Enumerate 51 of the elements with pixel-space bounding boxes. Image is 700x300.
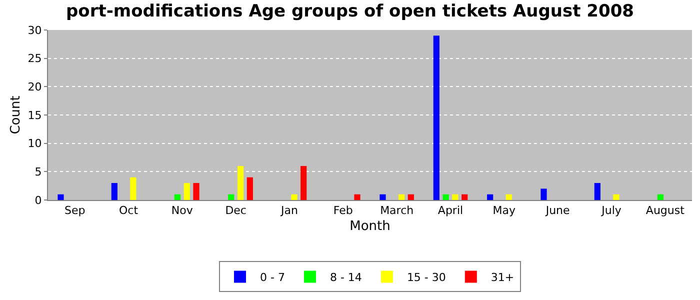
legend-label: 31+ [490,270,514,284]
bar [657,194,664,200]
bar [433,36,440,200]
bar [506,194,512,200]
legend-label: 15 - 30 [406,270,446,284]
bar [408,194,414,200]
x-tick-label: Sep [64,204,86,218]
y-tick-label: 10 [28,137,42,150]
bar [354,194,360,200]
bar [184,183,190,200]
x-axis-title: Month [350,218,390,234]
bar [111,183,118,200]
x-tick-label: March [380,204,414,218]
y-tick-label: 0 [34,194,42,207]
bar [291,194,298,200]
bar [193,183,200,200]
y-axis-title: Count [8,96,24,134]
bar [398,194,405,200]
bar [540,188,547,200]
bar [300,166,307,200]
bar [228,194,234,200]
bar [462,194,468,200]
legend-label: 8 - 14 [330,270,362,284]
bar [452,194,458,200]
legend-label: 0 - 7 [260,270,285,284]
x-tick-label: Oct [118,204,139,218]
bar [130,177,136,200]
bar [174,194,181,200]
x-tick-label: Jan [280,204,298,218]
x-tick-label: April [438,204,464,218]
bar [613,194,620,200]
x-tick-label: June [544,204,570,218]
y-tick-label: 5 [34,166,42,179]
bar [487,194,494,200]
chart-title: port-modifications Age groups of open tickets August 2008 [66,1,634,22]
y-tick-label: 30 [28,24,42,37]
bar [246,177,253,200]
bar [58,194,64,200]
x-tick-label: August [646,204,686,218]
bar [442,194,449,200]
x-tick-label: Nov [171,204,194,218]
y-tick-label: 20 [28,80,42,94]
y-tick-label: 25 [28,52,42,66]
x-tick-label: July [600,204,622,218]
x-tick-label: May [492,204,516,218]
bar [237,166,244,200]
y-tick-label: 15 [28,108,42,122]
x-tick-label: Dec [225,204,246,218]
bar [594,183,600,200]
x-tick-label: Feb [333,204,353,218]
bar [380,194,386,200]
